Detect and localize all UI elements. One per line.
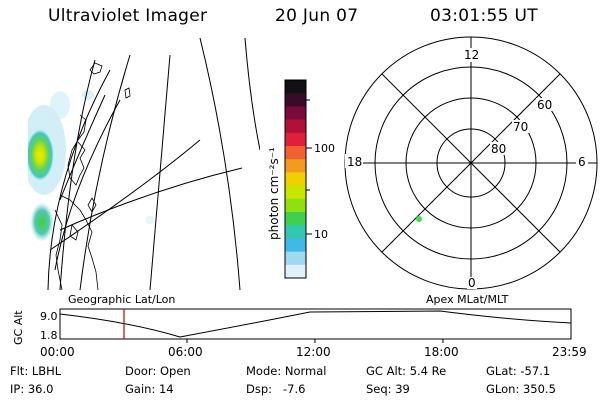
colorbar-tick-10: 10 [314,228,328,241]
seq-value: 39 [395,382,410,396]
filter-value: LBHL [31,364,62,378]
mlt-label-0: 0 [468,276,476,290]
dsp-label: Dsp: [246,382,273,396]
apex-mlat-label: Apex MLat/MLT [426,293,509,306]
colorbar-band [285,119,306,134]
geo-latlon-label: Geographic Lat/Lon [68,293,175,306]
mlt-label-bg [467,277,477,289]
door-value: Open [159,364,191,378]
glat-label: GLat: [486,364,517,378]
filter-label: Flt: [10,364,29,378]
colorbar-band [285,146,306,160]
colorbar-frame [284,79,307,279]
lat-label-bg [536,98,554,111]
glat-field: GLat: -57.1 [486,364,550,378]
glon-label: GLon: [486,382,520,396]
glat-value: -57.1 [520,364,551,378]
door-field: Door: Open [125,364,191,378]
mode-field: Mode: Normal [246,364,326,378]
colorbar-band [285,238,306,253]
gc-alt-value: 5.4 Re [409,364,447,378]
door-label: Door: [125,364,157,378]
mlt-label-bg [345,154,363,168]
xtick-1800: 18:00 [424,345,459,359]
gain-label: Gain: [125,382,156,396]
filter-field: Flt: LBHL [10,364,61,378]
aurora-emission [28,90,155,242]
altitude-curve [59,310,572,338]
ip-value: 36.0 [27,382,54,396]
gain-field: Gain: 14 [125,382,174,396]
lat-label-60: 60 [537,98,552,112]
gc-alt-label: GC Alt: [366,364,407,378]
lat-label-bg [512,120,530,133]
colorbar-band [285,225,306,239]
xtick-0600: 06:00 [168,345,203,359]
colorbar-axis [306,99,312,235]
colorbar-band [285,264,306,279]
colorbar-band [285,172,306,187]
glon-value: 350.5 [522,382,556,396]
mlt-label-bg [576,154,588,168]
colorbar-band [285,212,306,226]
mlt-label-18: 18 [347,155,362,169]
altitude-xticks [186,339,444,343]
latitude-grid [47,37,260,290]
polar-mlt-plot [344,36,598,290]
xtick-0000: 00:00 [40,345,75,359]
mlt-label-6: 6 [578,155,586,169]
gain-value: 14 [158,382,174,396]
coastline [54,62,131,290]
colorbar-band [285,106,306,121]
xtick-1200: 12:00 [296,345,331,359]
altitude-ylabel: GC Alt [12,310,25,345]
mode-value: Normal [284,364,327,378]
uv-image-panel [28,37,260,290]
lat-label-bg [490,142,508,155]
altitude-plot-frame [59,308,572,340]
seq-field: Seq: 39 [366,382,410,396]
ip-field: IP: 36.0 [10,382,53,396]
dsp-value: -7.6 [283,382,306,396]
observation-point [416,216,422,222]
mlt-label-bg [464,48,480,62]
colorbar-band [285,132,306,147]
mlt-label-12: 12 [464,48,479,62]
glon-field: GLon: 350.5 [486,382,556,396]
date-label: 20 Jun 07 [275,6,359,26]
imager-title: Ultraviolet Imager [48,6,208,26]
dsp-field: Dsp: -7.6 [246,382,305,396]
ip-label: IP: [10,382,25,396]
colorbar-band [285,185,306,200]
altitude-ytick-high: 9.0 [40,310,58,323]
colorbar-band [285,159,306,173]
seq-label: Seq: [366,382,392,396]
colorbar-band [285,80,306,94]
colorbar-band [285,198,306,213]
colorbar [284,79,307,279]
colorbar-label: photon cm⁻²s⁻¹ [267,147,281,240]
time-label: 03:01:55 UT [430,6,538,26]
lat-label-80: 80 [491,142,506,156]
colorbar-band [285,251,306,266]
mode-label: Mode: [246,364,282,378]
colorbar-band [285,93,306,107]
colorbar-tick-100: 100 [314,142,335,155]
gc-alt-field: GC Alt: 5.4 Re [366,364,446,378]
xtick-2359: 23:59 [552,345,587,359]
altitude-ytick-low: 1.8 [40,329,58,342]
lat-label-70: 70 [513,120,528,134]
